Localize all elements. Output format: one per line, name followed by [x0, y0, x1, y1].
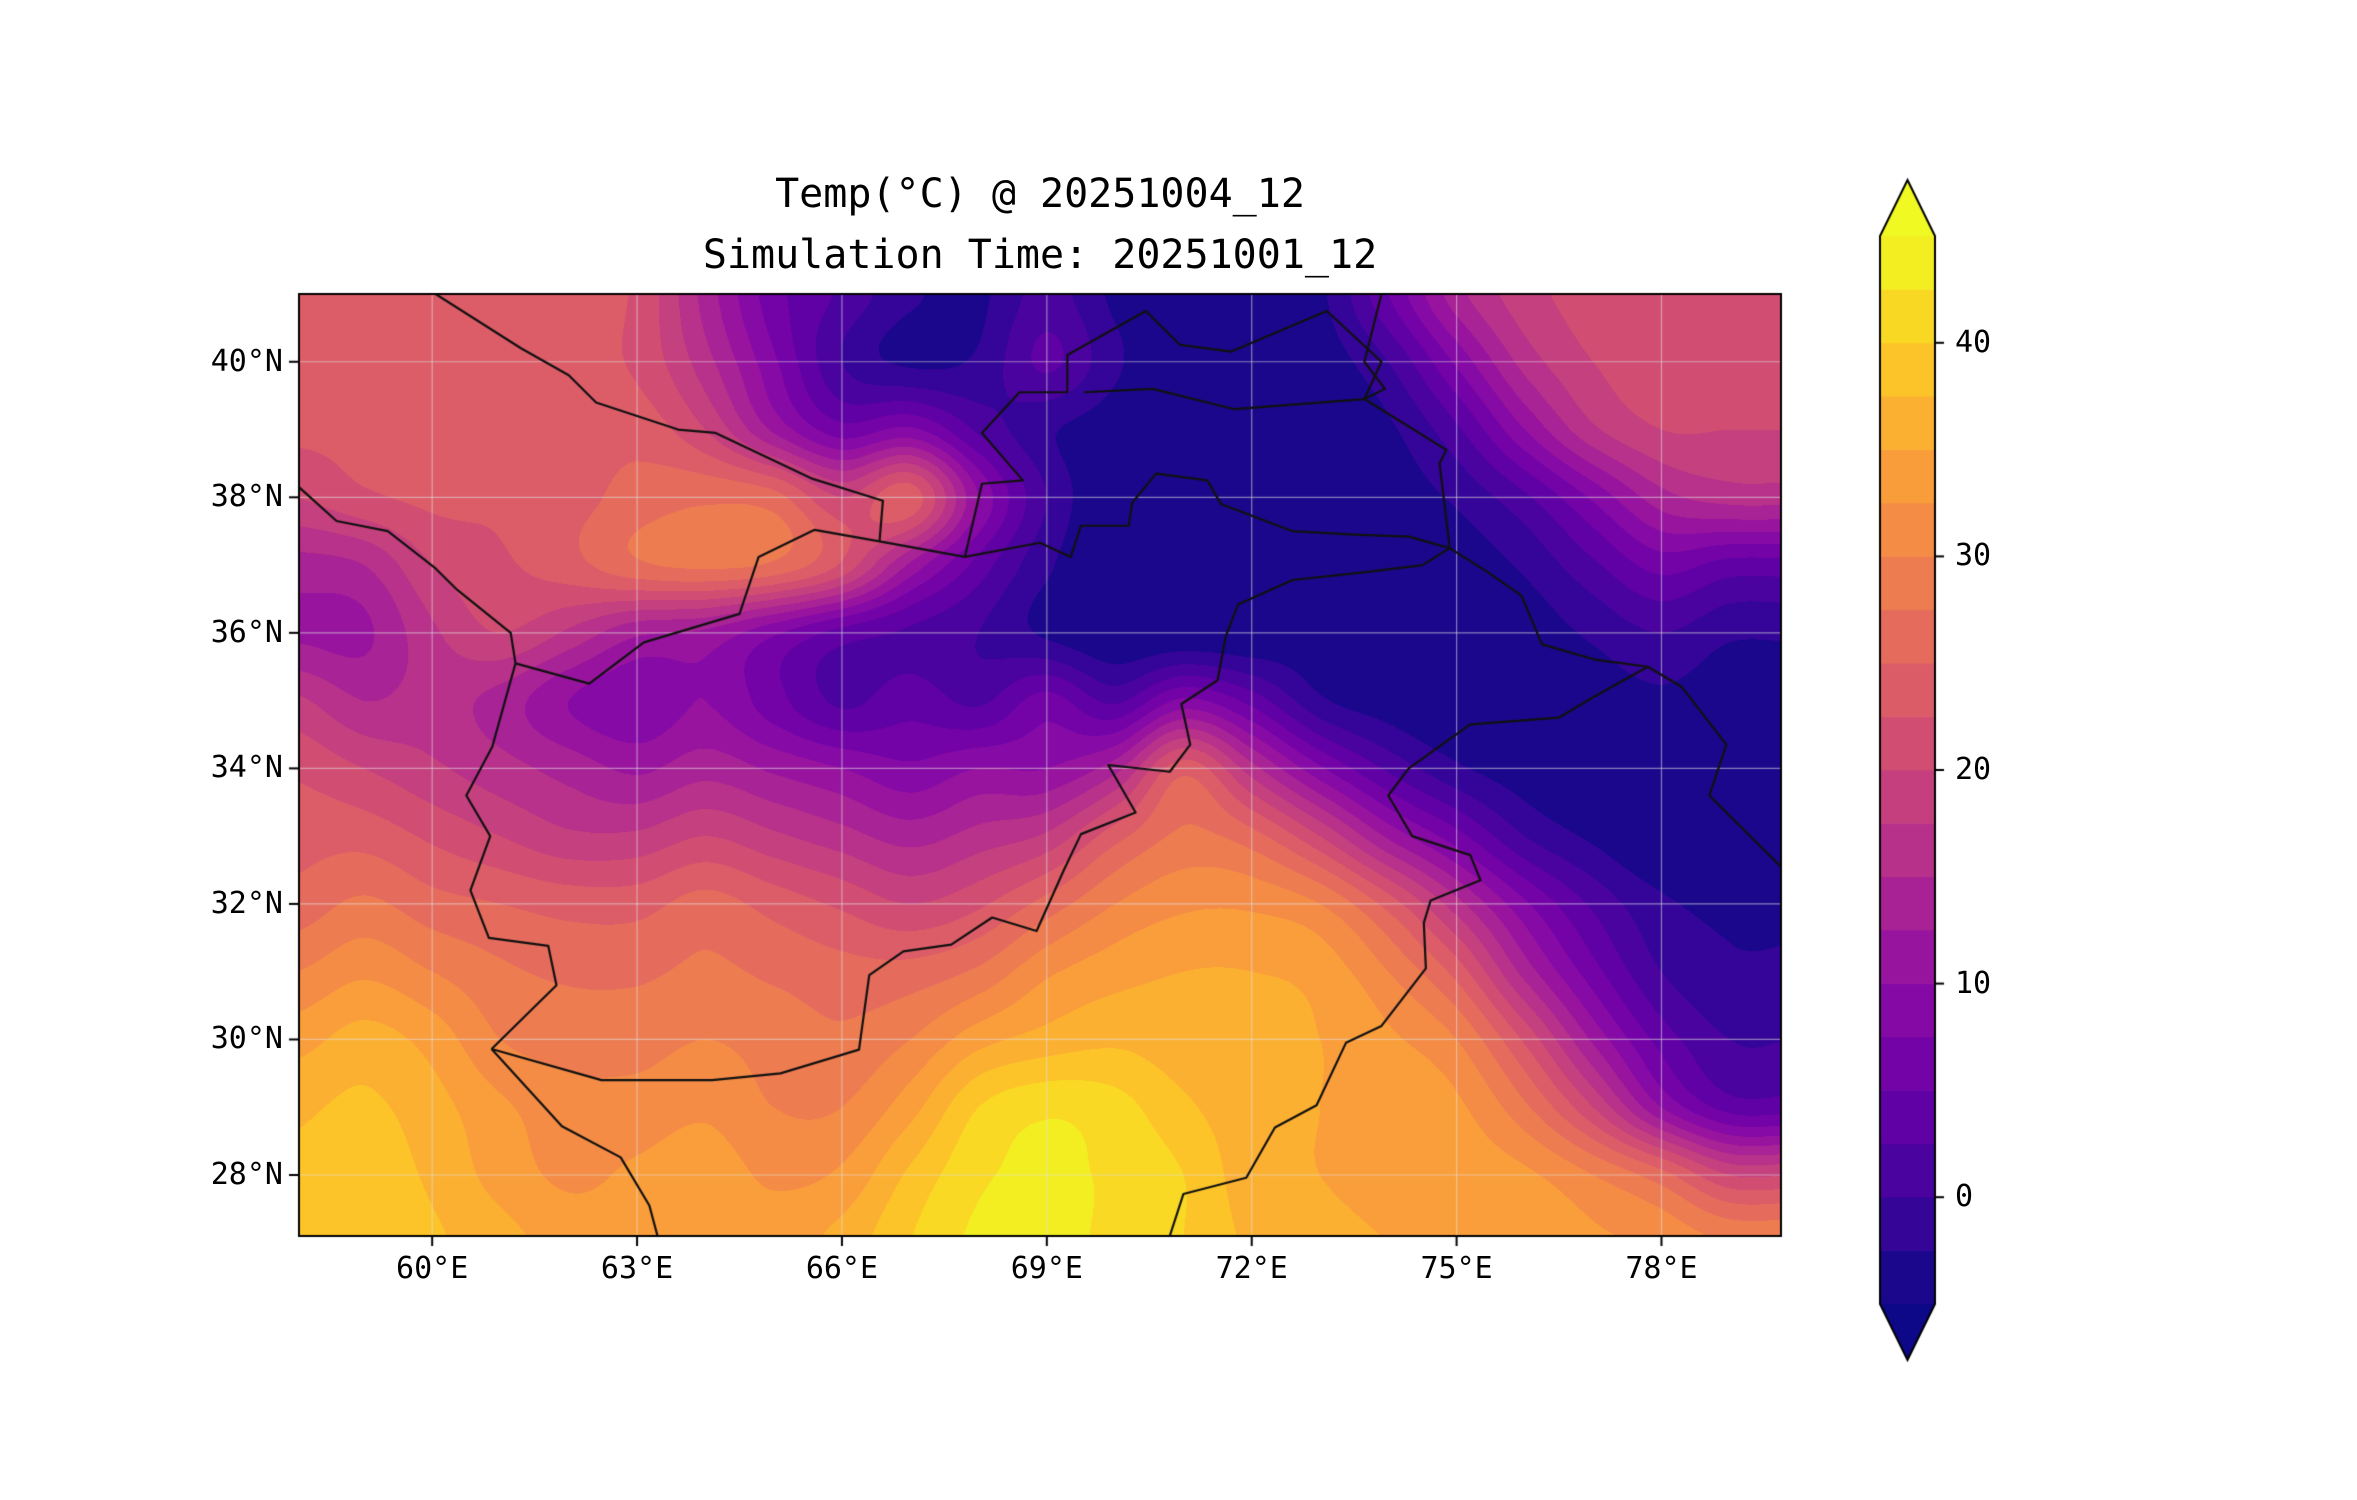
x-tick-label: 72°E — [1215, 1251, 1288, 1286]
y-tick-label: 38°N — [210, 479, 283, 515]
x-tick-label: 60°E — [396, 1251, 469, 1286]
y-tick-label: 32°N — [210, 885, 283, 921]
x-tick-label: 66°E — [805, 1251, 879, 1286]
chart-title: Temp(°C) @ 20251004_12 — [775, 171, 1305, 217]
y-tick-label: 40°N — [210, 343, 283, 379]
x-tick-label: 75°E — [1420, 1251, 1493, 1286]
colorbar-tick-label: 40 — [1955, 324, 1992, 360]
y-tick-label: 28°N — [210, 1157, 283, 1192]
chart-subtitle: Simulation Time: 20251001_12 — [702, 232, 1378, 278]
x-tick-label: 78°E — [1625, 1251, 1698, 1286]
colorbar-tick-label: 30 — [1955, 538, 1992, 574]
colorbar-tick-label: 0 — [1955, 1179, 1974, 1215]
x-tick-label: 63°E — [600, 1251, 674, 1286]
colorbar-tick-label: 10 — [1955, 965, 1992, 1001]
x-tick-label: 69°E — [1010, 1251, 1083, 1286]
y-tick-label: 34°N — [210, 750, 283, 786]
colorbar-tick-label: 20 — [1955, 752, 1992, 787]
y-tick-label: 36°N — [210, 614, 283, 650]
y-tick-label: 30°N — [210, 1021, 283, 1057]
